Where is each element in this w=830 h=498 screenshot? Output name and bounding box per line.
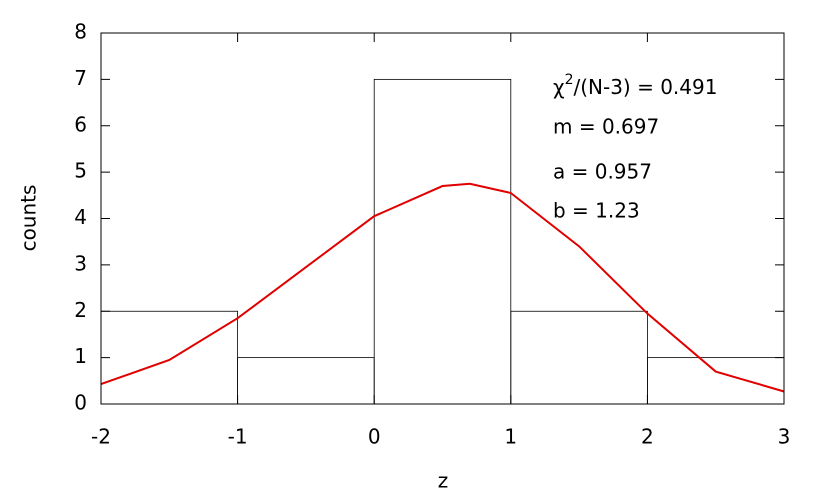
annotation: m = 0.697 <box>553 115 659 139</box>
y-tick-label: 7 <box>74 66 87 90</box>
histogram-bar <box>647 357 785 405</box>
x-tick-label: 2 <box>641 425 654 449</box>
x-tick-label: -1 <box>228 425 248 449</box>
chi-annotation: χ2/(N-3) = 0.491 <box>553 72 717 99</box>
x-axis-label: z <box>438 469 449 493</box>
histogram-bar <box>100 310 239 405</box>
chi-base: χ <box>553 75 565 99</box>
fit-curve <box>100 182 785 393</box>
y-tick-label: 0 <box>74 391 87 415</box>
x-tick-label: 3 <box>778 425 791 449</box>
histogram-bar <box>510 310 648 405</box>
y-tick-label: 6 <box>74 112 87 136</box>
y-tick-label: 8 <box>74 20 87 44</box>
annotation: a = 0.957 <box>553 160 652 184</box>
y-tick-label: 1 <box>74 344 87 368</box>
chi-sup: 2 <box>565 72 574 88</box>
y-tick-label: 2 <box>74 298 87 322</box>
y-axis-label: counts <box>17 185 41 252</box>
y-tick-label: 4 <box>74 205 87 229</box>
x-tick-label: -2 <box>91 425 111 449</box>
y-tick-label: 3 <box>74 251 87 275</box>
histogram-bar <box>373 78 512 405</box>
histogram-bar <box>237 357 375 405</box>
chi-rest: /(N-3) = 0.491 <box>573 75 717 99</box>
x-tick-label: 0 <box>368 425 381 449</box>
y-tick-label: 5 <box>74 159 87 183</box>
annotation: b = 1.23 <box>553 199 640 223</box>
x-tick-label: 1 <box>504 425 517 449</box>
